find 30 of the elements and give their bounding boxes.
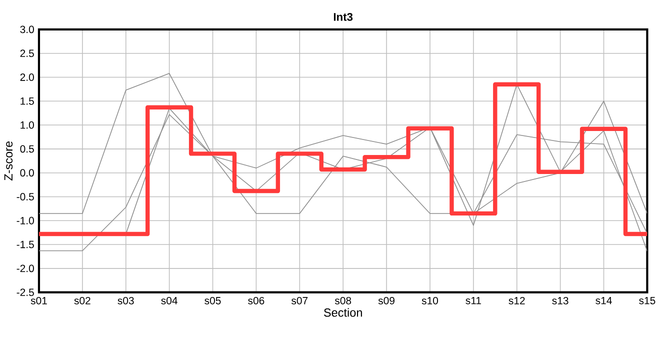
y-tick-label: 2.0	[20, 73, 34, 81]
y-tick-label: 1.0	[20, 121, 34, 129]
x-axis-title: Section	[324, 308, 362, 317]
y-tick-label: 3.0	[20, 26, 34, 34]
y-tick-label: 1.5	[20, 97, 34, 105]
chart-title: Int3	[334, 12, 353, 21]
x-tick-label: s04	[161, 296, 178, 304]
y-tick-label: -0.5	[16, 192, 34, 200]
x-tick-label: s10	[422, 296, 438, 304]
y-tick-label: -2.5	[16, 288, 34, 296]
x-tick-label: s13	[552, 296, 568, 304]
x-tick-label: s05	[204, 296, 221, 304]
x-tick-label: s12	[508, 296, 525, 304]
y-tick-label: -2.0	[16, 264, 34, 272]
x-tick-label: s11	[466, 296, 481, 304]
y-tick-label: 0.5	[20, 145, 34, 153]
x-tick-label: s09	[378, 296, 394, 304]
x-tick-label: s06	[248, 296, 264, 304]
x-tick-label: s07	[292, 296, 308, 304]
x-tick-label: s01	[30, 296, 47, 304]
x-tick-label: s03	[118, 296, 134, 304]
x-tick-label: s14	[596, 296, 612, 304]
y-tick-label: 2.5	[20, 50, 34, 57]
x-tick-label: s15	[639, 296, 656, 304]
x-tick-label: s08	[334, 296, 352, 304]
y-tick-label: 0.0	[20, 169, 34, 176]
y-tick-label: -1.5	[16, 240, 34, 248]
y-tick-label: -1.0	[16, 216, 34, 224]
y-axis-title: Z-score	[4, 141, 13, 180]
x-tick-label: s02	[74, 296, 90, 304]
